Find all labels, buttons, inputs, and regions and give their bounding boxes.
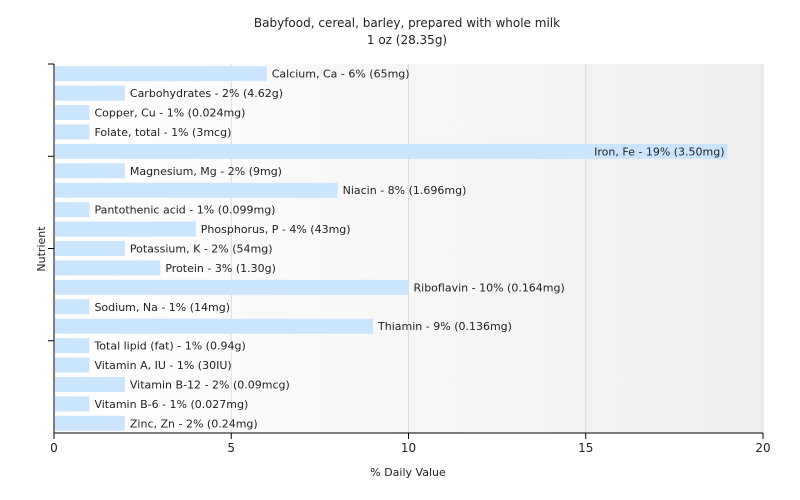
- bars: Calcium, Ca - 6% (65mg) Carbohydrates - 2…: [55, 66, 728, 431]
- bar-label: Vitamin B-6 - 1% (0.027mg): [94, 398, 248, 411]
- bar-label: Vitamin B-12 - 2% (0.09mcg): [130, 378, 290, 391]
- x-tick-label: 20: [755, 441, 770, 455]
- bar: [55, 357, 90, 373]
- bar: [55, 105, 90, 121]
- bar: [55, 221, 196, 237]
- bar: [55, 66, 267, 82]
- bar: [55, 260, 161, 276]
- bar-label: Magnesium, Mg - 2% (9mg): [130, 165, 282, 178]
- bar: [55, 182, 338, 198]
- bar-label: Niacin - 8% (1.696mg): [343, 184, 467, 197]
- bar-label: Folate, total - 1% (3mcg): [94, 126, 231, 139]
- bar: [55, 376, 125, 392]
- bar-label: Carbohydrates - 2% (4.62g): [130, 87, 283, 100]
- bar: [55, 415, 125, 431]
- chart-subtitle: 1 oz (28.35g): [367, 33, 447, 47]
- bar: [55, 338, 90, 354]
- bar-label: Pantothenic acid - 1% (0.099mg): [94, 204, 275, 217]
- bar-label: Sodium, Na - 1% (14mg): [94, 301, 230, 314]
- bar: [55, 163, 125, 179]
- axes: 0 5 10 15 20: [48, 63, 771, 455]
- bar: [55, 124, 90, 140]
- bar: [55, 241, 125, 256]
- bar-label: Zinc, Zn - 2% (0.24mg): [130, 417, 258, 430]
- bar-label: Calcium, Ca - 6% (65mg): [272, 68, 410, 81]
- x-tick-label: 5: [227, 441, 235, 455]
- bar-label: Iron, Fe - 19% (3.50mg): [594, 145, 724, 158]
- bar: [55, 85, 125, 101]
- bar-label: Riboflavin - 10% (0.164mg): [414, 281, 565, 294]
- bar-label: Phosphorus, P - 4% (43mg): [201, 223, 351, 236]
- y-axis-title: Nutrient: [35, 226, 48, 272]
- bar: [55, 202, 90, 218]
- bar-label: Potassium, K - 2% (54mg): [130, 243, 273, 256]
- bar: [55, 279, 409, 295]
- x-tick-label: 0: [50, 441, 58, 455]
- bar: [55, 318, 374, 334]
- bar: [55, 299, 90, 315]
- bar-label: Protein - 3% (1.30g): [165, 262, 276, 275]
- bar-label: Copper, Cu - 1% (0.024mg): [94, 107, 245, 120]
- gridlines: [230, 64, 764, 433]
- x-tick-label: 15: [578, 441, 593, 455]
- x-tick-label: 10: [401, 441, 416, 455]
- bar-label: Thiamin - 9% (0.136mg): [377, 320, 512, 333]
- bar-label: Vitamin A, IU - 1% (30IU): [94, 359, 231, 372]
- bar: [55, 396, 90, 412]
- chart-title: Babyfood, cereal, barley, prepared with …: [254, 16, 560, 30]
- x-axis-title: % Daily Value: [370, 466, 446, 479]
- bar: [55, 143, 728, 159]
- bar-label: Total lipid (fat) - 1% (0.94g): [93, 340, 245, 353]
